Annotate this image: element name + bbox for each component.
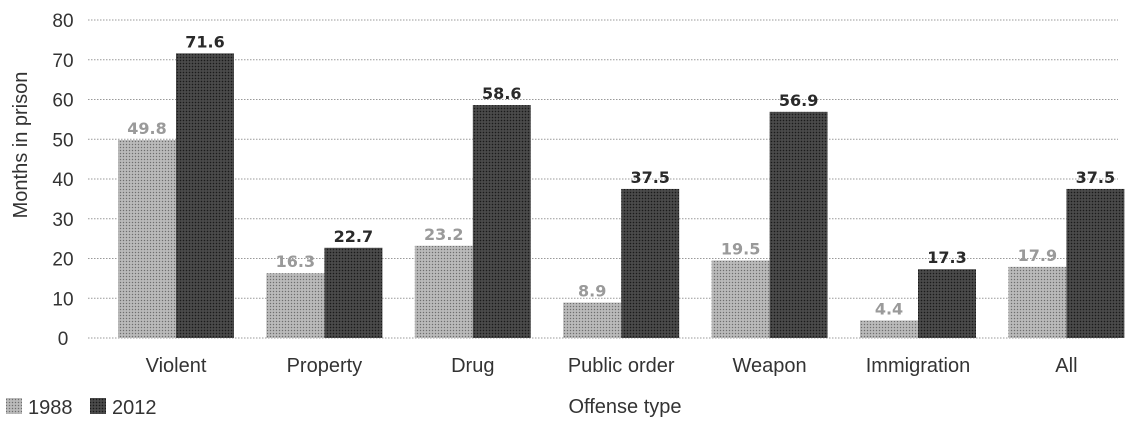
y-tick-label: 50 xyxy=(52,130,73,151)
y-axis-title: Months in prison xyxy=(10,72,32,219)
data-label: 58.6 xyxy=(482,84,521,103)
y-tick-label: 60 xyxy=(52,91,73,112)
x-tick-label: Drug xyxy=(451,355,494,377)
data-label: 17.3 xyxy=(927,248,966,267)
x-tick-label: Violent xyxy=(146,355,207,377)
legend: 1988 2012 xyxy=(6,397,157,419)
bar-2012-property xyxy=(324,247,383,338)
y-tick-label: 40 xyxy=(52,170,73,191)
x-tick-label: Weapon xyxy=(733,355,807,377)
bar-1988-all xyxy=(1008,266,1067,338)
bar-2012-all xyxy=(1066,188,1125,338)
bar-1988-weapon xyxy=(711,260,770,338)
bar-1988-immigration xyxy=(860,320,918,338)
data-label: 17.9 xyxy=(1018,246,1057,265)
x-tick-label: Immigration xyxy=(866,355,970,377)
bar-1988-drug xyxy=(414,245,473,338)
legend-swatch-2012 xyxy=(90,398,106,414)
data-label: 49.8 xyxy=(127,119,166,138)
bar-2012-drug xyxy=(472,105,531,338)
legend-label-2012: 2012 xyxy=(112,397,157,419)
legend-label-1988: 1988 xyxy=(28,397,73,419)
y-tick-label: 0 xyxy=(58,329,69,350)
data-label: 4.4 xyxy=(875,300,903,319)
bars xyxy=(118,53,1125,338)
legend-swatch-1988 xyxy=(6,398,22,414)
y-tick-label: 10 xyxy=(52,289,73,310)
x-tick-label: Property xyxy=(287,355,363,377)
y-tick-label: 20 xyxy=(52,250,73,271)
data-label: 37.5 xyxy=(630,168,669,187)
data-label: 8.9 xyxy=(578,282,606,301)
bar-1988-property xyxy=(266,273,325,338)
data-label: 22.7 xyxy=(334,227,373,246)
y-tick-label: 30 xyxy=(52,210,73,231)
y-tick-label: 70 xyxy=(52,51,73,72)
x-tick-label: Public order xyxy=(568,355,675,377)
x-tick-label: All xyxy=(1055,355,1077,377)
data-label: 19.5 xyxy=(721,239,760,258)
y-axis-ticks: 0 10 20 30 40 50 60 70 80 xyxy=(52,11,73,350)
bar-1988-public-order xyxy=(563,302,622,338)
data-label: 23.2 xyxy=(424,225,463,244)
data-label: 16.3 xyxy=(276,252,315,271)
bar-1988-violent xyxy=(118,140,176,338)
bar-2012-immigration xyxy=(918,269,976,338)
bar-2012-violent xyxy=(176,53,234,338)
data-label: 37.5 xyxy=(1076,168,1115,187)
data-label: 71.6 xyxy=(185,32,224,51)
data-labels: 49.8 71.6 16.3 22.7 23.2 58.6 8.9 37.5 19.5 56.9 4… xyxy=(127,32,1115,318)
x-axis-ticks: Violent Property Drug Public order Weapon Imm… xyxy=(146,355,1078,377)
x-axis-title: Offense type xyxy=(568,396,681,418)
data-label: 56.9 xyxy=(779,91,818,110)
y-tick-label: 80 xyxy=(52,11,73,32)
bar-2012-weapon xyxy=(769,111,828,338)
bar-2012-public-order xyxy=(621,188,680,338)
